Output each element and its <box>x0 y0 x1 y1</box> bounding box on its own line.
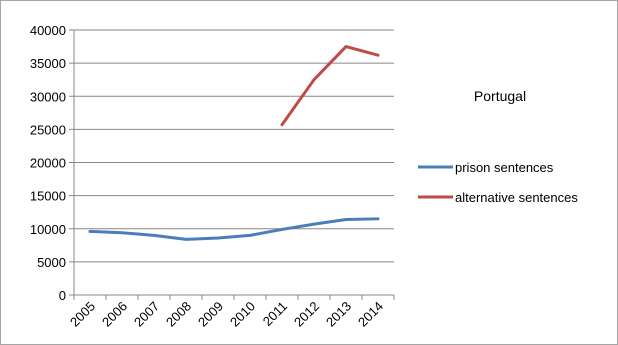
y-tick-label: 15000 <box>30 189 66 204</box>
y-tick-label: 30000 <box>30 89 66 104</box>
y-tick-label: 5000 <box>37 255 66 270</box>
legend-label-2: alternative sentences <box>455 190 578 205</box>
y-tick-label: 35000 <box>30 56 66 71</box>
chart-title: Portugal <box>474 88 526 104</box>
x-tick-label: 2010 <box>227 299 258 330</box>
y-tick-labels: 0 5000 10000 15000 20000 25000 30000 35000 40000 <box>30 23 66 303</box>
series-line-2 <box>280 45 380 127</box>
series-line-1 <box>88 217 380 241</box>
y-tick-label: 40000 <box>30 23 66 38</box>
legend: prison sentences alternative sentences <box>418 160 578 205</box>
x-tick-label: 2013 <box>323 299 354 330</box>
x-tick-label: 2012 <box>291 299 322 330</box>
x-tick-label: 2008 <box>163 299 194 330</box>
x-tick-label: 2014 <box>355 299 386 330</box>
legend-label-1: prison sentences <box>455 160 554 175</box>
grid-lines <box>74 29 394 263</box>
series-lines <box>88 45 380 241</box>
x-tick-label: 2007 <box>131 299 162 330</box>
x-tick-label: 2009 <box>195 299 226 330</box>
x-tick-label: 2006 <box>99 299 130 330</box>
x-tick-label: 2011 <box>260 299 290 329</box>
y-tick-label: 25000 <box>30 122 66 137</box>
y-tick-label: 10000 <box>30 222 66 237</box>
x-tick-label: 2005 <box>67 299 98 330</box>
y-tick-label: 20000 <box>30 156 66 171</box>
y-tick-label: 0 <box>59 288 66 303</box>
axes <box>69 29 395 300</box>
x-tick-labels: 2005 2006 2007 2008 2009 2010 2011 2012 2013 2014 <box>67 299 386 330</box>
